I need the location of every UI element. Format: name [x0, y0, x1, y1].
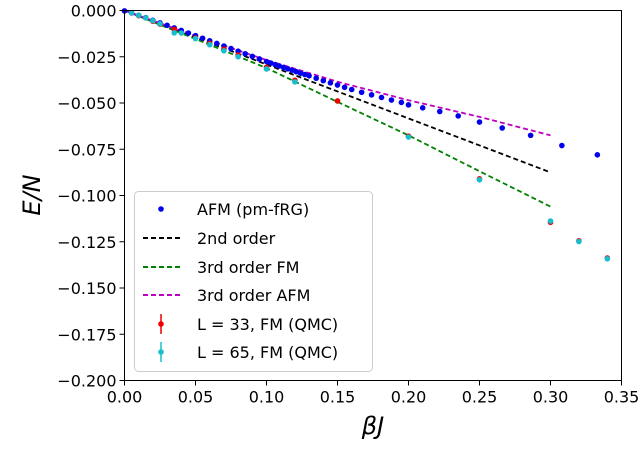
data-point-s0 — [256, 56, 263, 62]
data-point-s0 — [293, 68, 300, 75]
data-point-s0 — [419, 105, 426, 111]
legend-label-3rd-afm: 3rd order AFM — [197, 286, 310, 305]
data-point-s0 — [341, 84, 348, 91]
x-tick-label: 0.05 — [178, 388, 214, 407]
data-point-s5 — [150, 17, 156, 24]
x-tick-label: 0.20 — [391, 388, 427, 407]
data-point-s0 — [405, 102, 412, 108]
data-point-s5 — [143, 15, 149, 21]
data-point-s0 — [199, 35, 206, 42]
data-point-s0 — [527, 132, 534, 139]
data-point-s0 — [280, 64, 287, 71]
data-point-s5 — [206, 41, 213, 48]
data-point-s0 — [276, 63, 283, 69]
data-point-s5 — [171, 30, 177, 36]
data-point-s0 — [214, 40, 220, 47]
legend-label-afm: AFM (pm-fRG) — [197, 200, 309, 219]
y-tick-label: −0.050 — [57, 94, 116, 113]
x-tick-label: 0.30 — [533, 388, 569, 407]
data-point-s0 — [263, 58, 270, 65]
data-point-s0 — [242, 50, 248, 57]
data-point-s5 — [235, 53, 241, 60]
data-point-s0 — [398, 99, 405, 106]
legend-label-l65: L = 65, FM (QMC) — [197, 343, 338, 362]
data-point-s5 — [547, 218, 554, 224]
plot-frame — [124, 10, 622, 381]
axis-ticks: 0.00 0.05 0.10 0.15 0.20 0.25 0.30 0.35 0.000 −0.… — [57, 2, 639, 407]
data-point-s0 — [358, 89, 365, 96]
data-point-s0 — [289, 67, 295, 74]
data-point-s0 — [185, 30, 192, 36]
legend-frame — [134, 191, 373, 372]
data-point-s0 — [455, 113, 462, 119]
data-point-s0 — [348, 86, 355, 93]
data-point-s0 — [249, 53, 256, 60]
data-point-s5 — [221, 48, 227, 54]
y-tick-label: −0.025 — [57, 48, 116, 67]
data-point-s0 — [559, 142, 565, 149]
legend-label-3rd-fm: 3rd order FM — [197, 258, 299, 277]
legend-label-l33: L = 33, FM (QMC) — [197, 315, 338, 334]
data-point-s4 — [334, 98, 341, 104]
x-tick-label: 0.10 — [249, 388, 285, 407]
data-point-s0 — [313, 75, 320, 82]
data-point-s5 — [192, 35, 199, 42]
legend-marker-afm — [158, 206, 164, 212]
data-point-s0 — [368, 92, 375, 98]
data-point-s5 — [157, 21, 163, 27]
legend: AFM (pm-fRG) 2nd order 3rd order FM 3rd … — [134, 191, 373, 372]
legend-marker-l33 — [158, 314, 164, 334]
data-point-s0 — [327, 80, 334, 86]
data-point-s0 — [164, 22, 170, 29]
data-point-s0 — [302, 71, 308, 78]
y-tick-label: −0.200 — [57, 372, 116, 391]
data-point-s5 — [604, 255, 611, 262]
data-point-s0 — [334, 82, 341, 88]
data-point-s0 — [378, 94, 385, 101]
data-point-s5 — [178, 30, 185, 36]
legend-label-2nd-order: 2nd order — [197, 229, 276, 248]
y-tick-label: −0.075 — [57, 140, 116, 159]
data-point-s0 — [267, 60, 274, 66]
series-line-2 — [124, 9, 551, 208]
data-point-s0 — [285, 65, 291, 72]
series-points — [121, 8, 611, 262]
data-point-s5 — [128, 9, 135, 16]
x-tick-label: 0.15 — [320, 388, 356, 407]
data-point-s0 — [436, 108, 443, 115]
data-point-s5 — [263, 66, 270, 72]
series-line-3 — [124, 9, 551, 137]
x-tick-label: 0.35 — [604, 388, 640, 407]
data-point-s0 — [306, 73, 312, 79]
y-tick-label: −0.125 — [57, 233, 116, 252]
series-lines — [124, 9, 551, 208]
x-axis-label: βJ — [361, 412, 384, 440]
y-tick-label: −0.150 — [57, 279, 116, 298]
data-point-s5 — [405, 134, 412, 140]
data-point-s0 — [320, 77, 327, 84]
data-point-s0 — [228, 45, 234, 52]
data-point-s0 — [272, 61, 278, 68]
x-tick-label: 0.00 — [107, 388, 143, 407]
data-point-s0 — [388, 97, 395, 103]
data-point-s5 — [135, 12, 142, 19]
data-point-s5 — [476, 176, 483, 183]
x-tick-label: 0.25 — [462, 388, 498, 407]
data-point-s5 — [576, 238, 582, 245]
y-tick-label: 0.000 — [71, 2, 117, 21]
data-point-s0 — [499, 125, 506, 131]
data-point-s0 — [297, 70, 304, 77]
y-tick-label: −0.100 — [57, 187, 116, 206]
data-point-s0 — [476, 119, 483, 125]
y-tick-label: −0.175 — [57, 325, 116, 344]
data-point-s0 — [594, 152, 601, 158]
y-axis-label: E/N — [18, 174, 46, 215]
data-point-s0 — [235, 48, 241, 54]
data-point-s5 — [292, 79, 298, 85]
legend-marker-l65 — [158, 342, 164, 362]
